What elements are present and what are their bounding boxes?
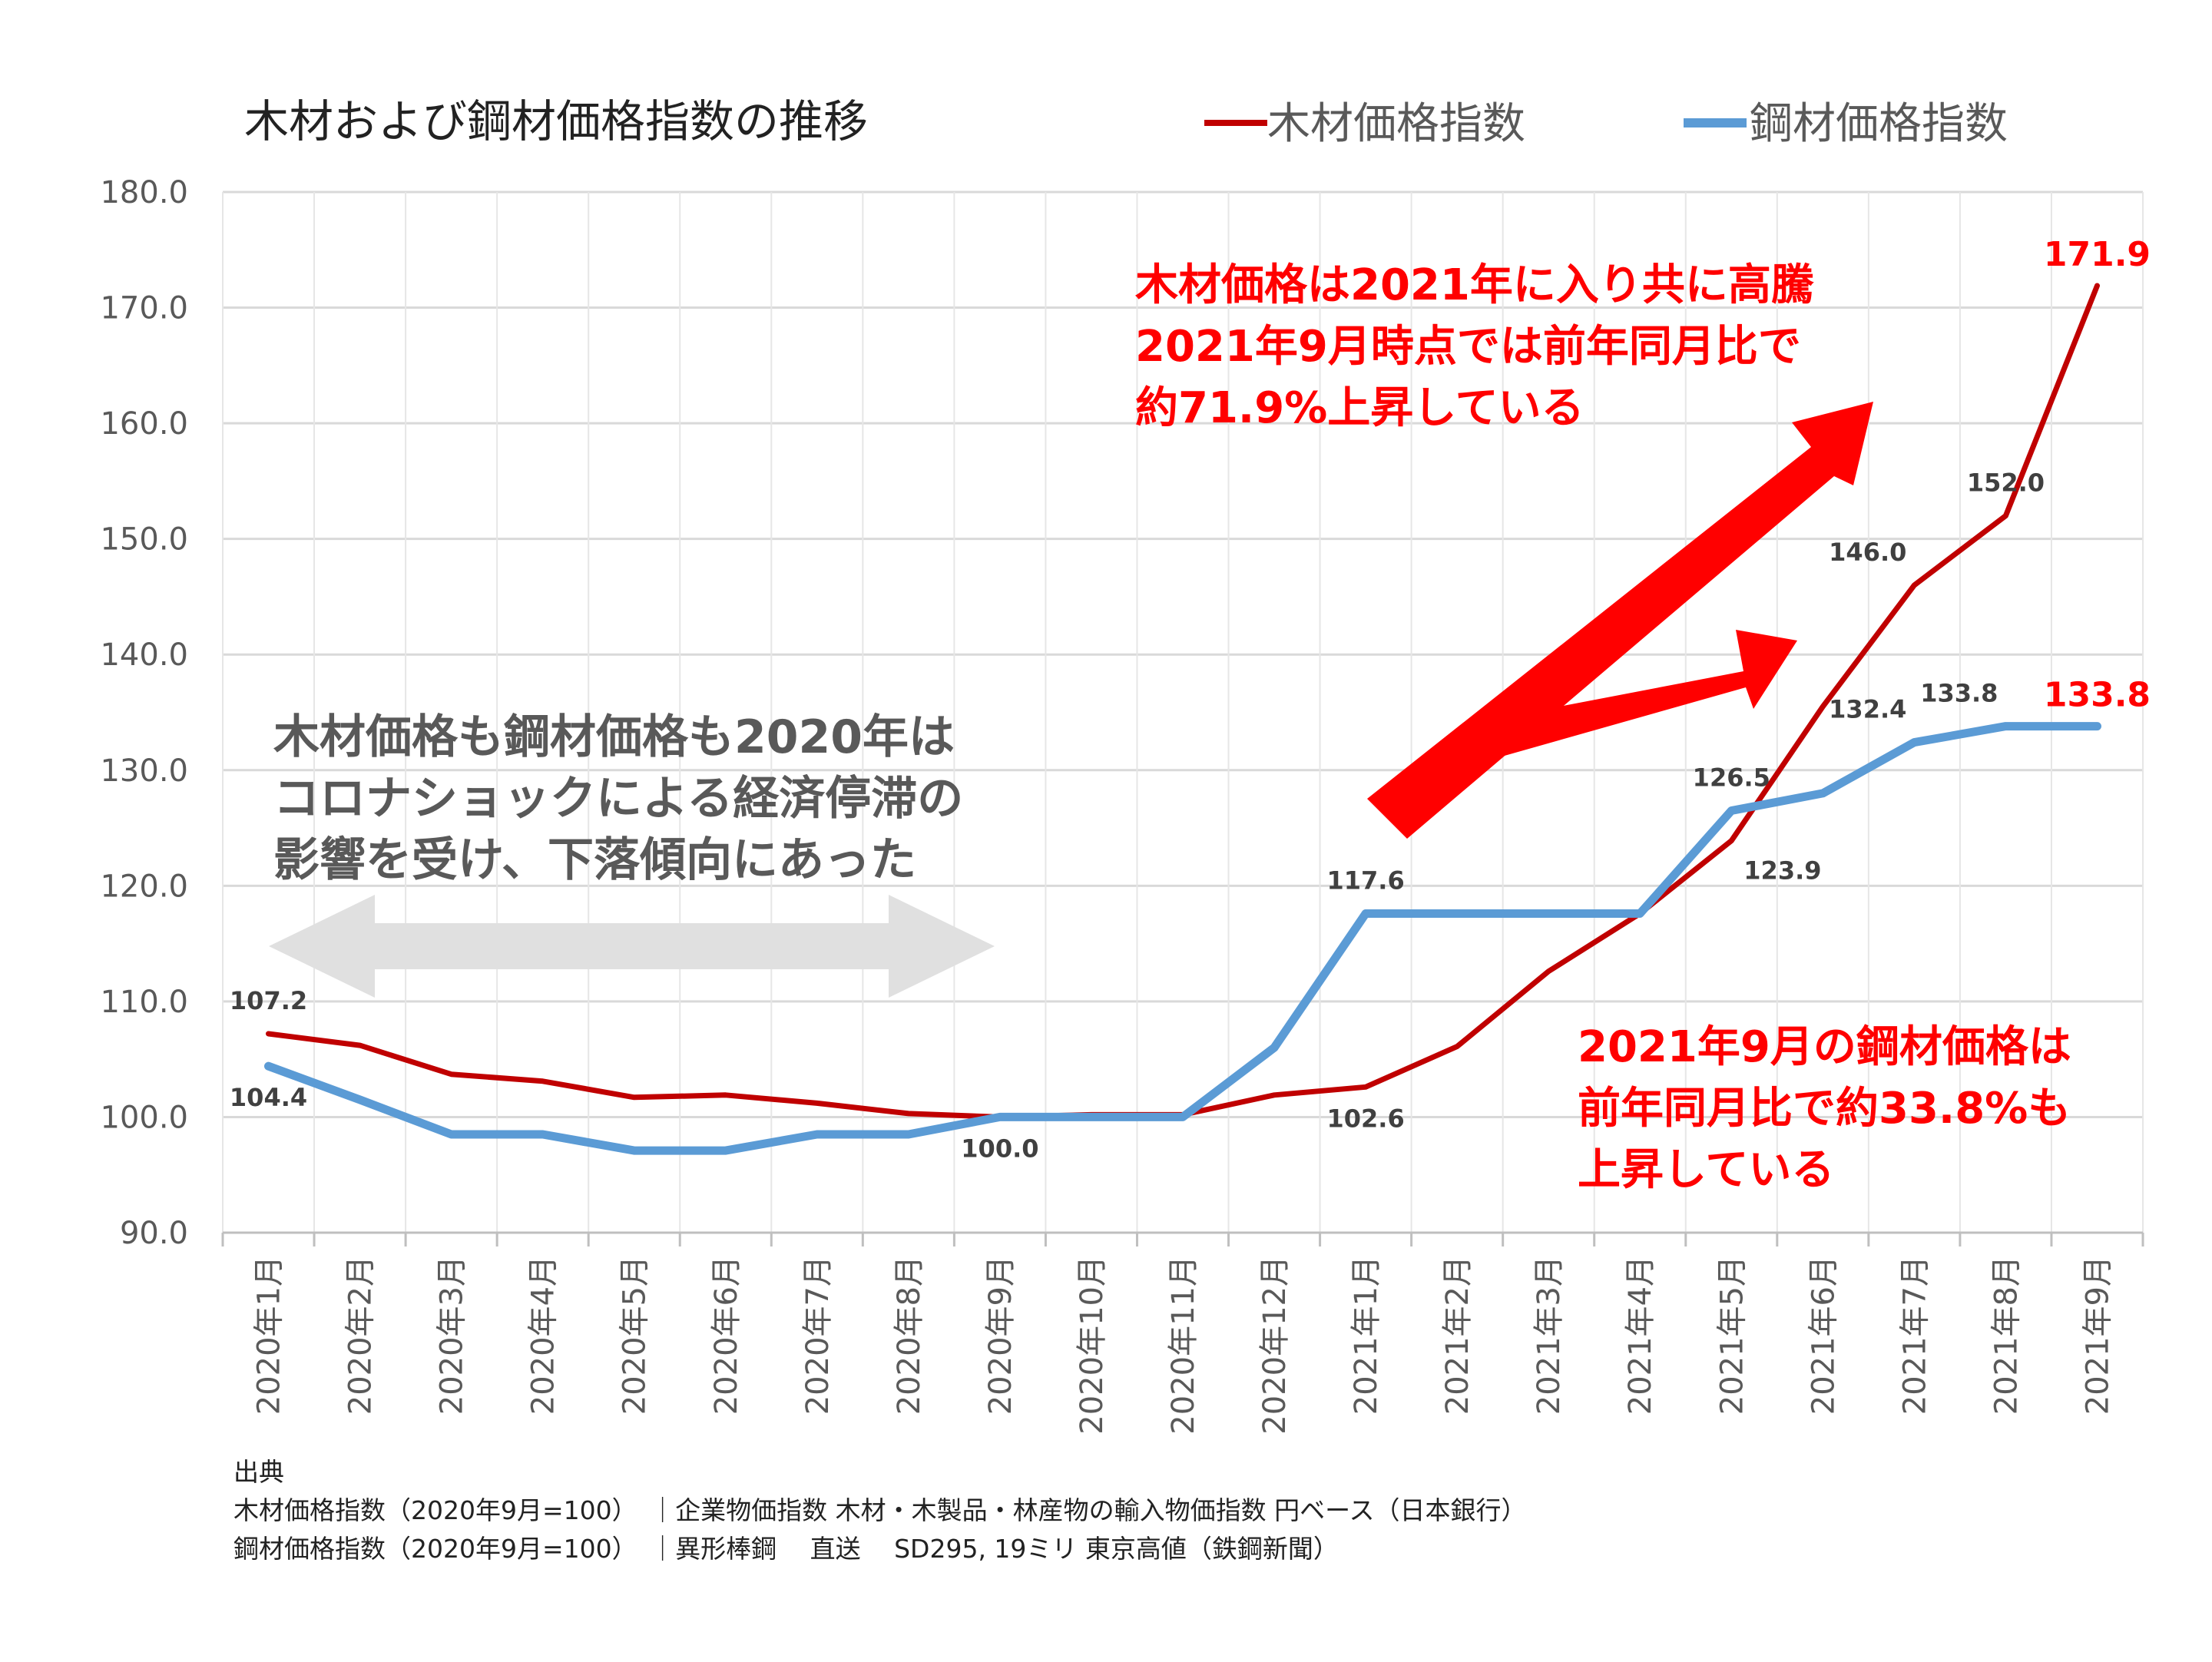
gray-double-arrow xyxy=(269,895,995,998)
x-tick-label: 2021年9月 xyxy=(2080,1256,2115,1415)
x-tick-label: 2020年9月 xyxy=(983,1256,1018,1415)
x-tick-label: 2020年12月 xyxy=(1257,1256,1293,1435)
y-tick-label: 180.0 xyxy=(100,175,188,210)
steel-note: 2021年9月の鋼材価格は 前年同月比で約33.8%も 上昇している xyxy=(1578,1022,2071,1195)
highlight-label: 171.9 xyxy=(2044,235,2151,274)
red-arrow-small xyxy=(1459,630,1797,764)
x-tick-label: 2020年1月 xyxy=(252,1256,287,1415)
x-tick-label: 2020年6月 xyxy=(709,1256,744,1415)
wood-note-line: 木材価格は2021年に入り共に高騰 xyxy=(1135,260,1814,310)
x-tick-label: 2020年7月 xyxy=(800,1256,836,1415)
covid-note-line: 木材価格も鋼材価格も2020年は xyxy=(273,710,955,764)
x-tick-label: 2020年10月 xyxy=(1075,1256,1110,1435)
source-line: 木材価格指数（2020年9月=100） ｜企業物価指数 木材・木製品・林産物の輸… xyxy=(233,1495,1526,1525)
x-tick-label: 2020年11月 xyxy=(1166,1256,1201,1435)
covid-note: 木材価格も鋼材価格も2020年は コロナショックによる経済停滞の 影響を受け、下… xyxy=(273,710,963,887)
wood-note: 木材価格は2021年に入り共に高騰 2021年9月時点では前年同月比で 約71.… xyxy=(1135,260,1814,433)
x-tick-label: 2021年3月 xyxy=(1532,1256,1567,1415)
source: 出典 木材価格指数（2020年9月=100） ｜企業物価指数 木材・木製品・林産… xyxy=(233,1457,1526,1564)
data-label: 102.6 xyxy=(1326,1104,1404,1133)
x-tick-label: 2021年6月 xyxy=(1806,1256,1841,1415)
legend-label-wood: 木材価格指数 xyxy=(1267,99,1525,149)
axes: 90.0 100.0 110.0 120.0 130.0 140.0 150.0 160.0 1… xyxy=(100,175,2144,1435)
grid xyxy=(222,190,2144,1234)
series xyxy=(264,283,2101,1155)
legend-label-steel: 鋼材価格指数 xyxy=(1750,99,2008,149)
x-tick-label: 2021年4月 xyxy=(1623,1256,1658,1415)
data-label: 126.5 xyxy=(1693,763,1770,792)
chart-title: 木材および鋼材価格指数の推移 xyxy=(244,95,868,147)
data-label: 132.4 xyxy=(1829,695,1906,724)
legend: 木材価格指数 鋼材価格指数 xyxy=(1204,99,2008,149)
x-tick-label: 2020年3月 xyxy=(435,1256,470,1415)
data-label: 104.4 xyxy=(230,1083,307,1112)
data-labels: 107.2 104.4 100.0 117.6 102.6 123.9 126.5 146.0… xyxy=(230,235,2151,1163)
data-label: 117.6 xyxy=(1326,866,1404,895)
x-tick-label: 2020年8月 xyxy=(892,1256,927,1415)
y-tick-label: 100.0 xyxy=(100,1100,188,1135)
data-label: 146.0 xyxy=(1829,538,1906,567)
y-tick-label: 150.0 xyxy=(100,522,188,558)
data-label: 100.0 xyxy=(961,1134,1038,1163)
x-tick-label: 2021年7月 xyxy=(1897,1256,1932,1415)
data-label: 152.0 xyxy=(1967,468,2045,498)
y-tick-label: 110.0 xyxy=(100,985,188,1020)
data-label: 123.9 xyxy=(1743,856,1821,886)
y-tick-label: 120.0 xyxy=(100,869,188,904)
y-tick-label: 130.0 xyxy=(100,753,188,789)
series-line-steel xyxy=(264,722,2101,1155)
steel-note-line: 前年同月比で約33.8%も xyxy=(1578,1084,2071,1134)
x-tick-label: 2021年8月 xyxy=(1988,1256,2024,1415)
y-tick-label: 170.0 xyxy=(100,291,188,326)
wood-note-line: 約71.9%上昇している xyxy=(1135,383,1584,433)
x-tick-label: 2020年5月 xyxy=(618,1256,653,1415)
red-arrow-large xyxy=(1367,402,1873,839)
source-line: 鋼材価格指数（2020年9月=100） ｜異形棒鋼 直送 SD295, 19ミリ… xyxy=(233,1534,1339,1564)
source-heading: 出典 xyxy=(233,1457,284,1487)
wood-note-line: 2021年9月時点では前年同月比で xyxy=(1135,322,1801,372)
x-tick-label: 2020年2月 xyxy=(343,1256,379,1415)
y-tick-label: 90.0 xyxy=(120,1216,188,1251)
steel-note-line: 上昇している xyxy=(1578,1145,1834,1195)
highlight-label: 133.8 xyxy=(2044,676,2151,715)
x-tick-label: 2021年2月 xyxy=(1440,1256,1475,1415)
data-label: 133.8 xyxy=(1920,679,1998,708)
y-tick-label: 160.0 xyxy=(100,406,188,442)
arrow-graphics xyxy=(269,402,1873,998)
y-tick-label: 140.0 xyxy=(100,637,188,673)
covid-note-line: コロナショックによる経済停滞の xyxy=(273,772,963,826)
covid-note-line: 影響を受け、下落傾向にあった xyxy=(273,833,916,887)
x-tick-label: 2021年1月 xyxy=(1349,1256,1384,1415)
x-tick-label: 2020年4月 xyxy=(526,1256,561,1415)
x-tick-label: 2021年5月 xyxy=(1714,1256,1750,1415)
data-label: 107.2 xyxy=(230,986,307,1015)
steel-note-line: 2021年9月の鋼材価格は xyxy=(1578,1022,2071,1072)
